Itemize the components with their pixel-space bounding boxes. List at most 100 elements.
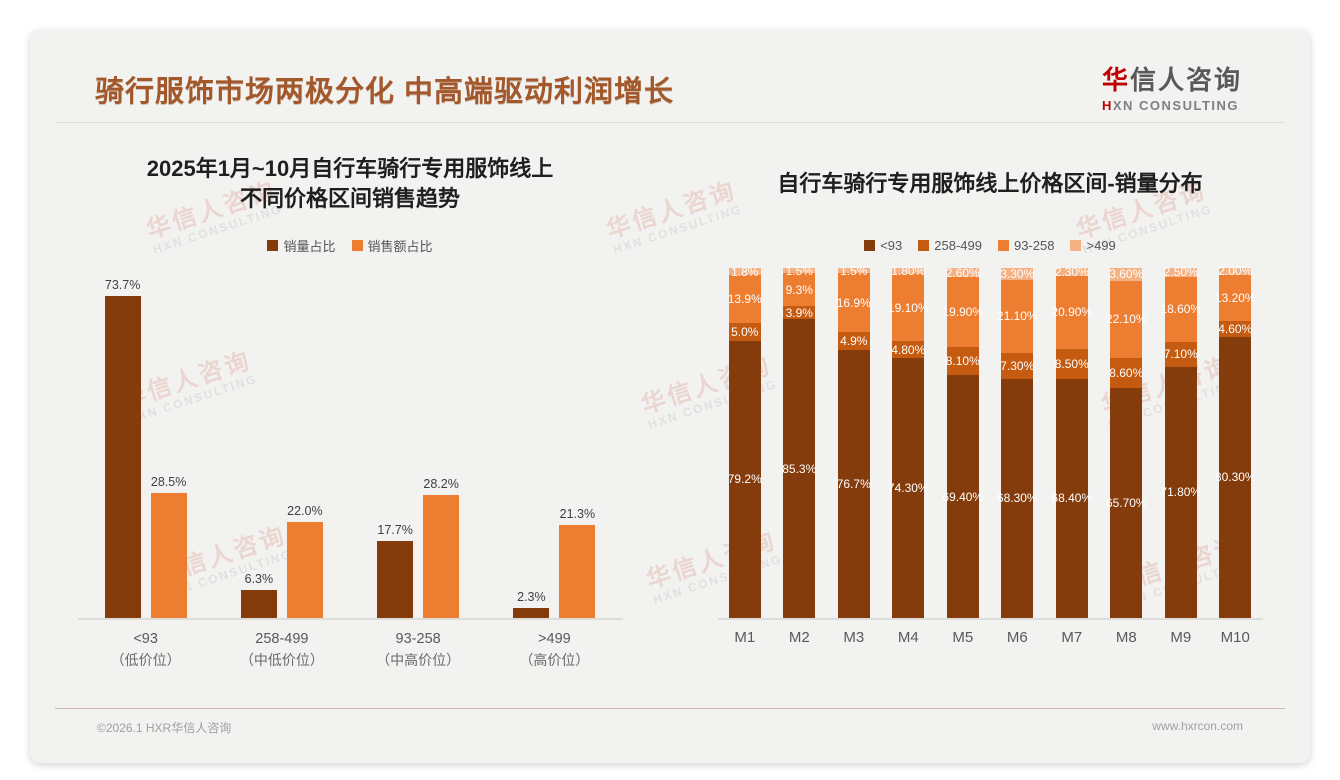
x-category-sub: （中高价位） xyxy=(376,652,461,669)
bar-rect xyxy=(286,521,323,618)
bar-rect xyxy=(559,524,596,618)
bar-value-label: 2.3% xyxy=(517,589,546,604)
bar-value-label: 28.5% xyxy=(150,475,187,490)
bar-segment: 80.30% xyxy=(1215,336,1256,618)
segment-value-label: 4.60% xyxy=(1218,321,1253,336)
bar-segment: 3.30% xyxy=(1000,266,1035,281)
segment-value-label: 71.80% xyxy=(1160,485,1202,500)
bar-segment: 65.70% xyxy=(1106,388,1147,618)
segment-value-label: 8.60% xyxy=(1109,366,1144,381)
bar-rect xyxy=(377,540,414,618)
logo-en-accent: H xyxy=(1101,98,1113,113)
segment-value-label: 7.10% xyxy=(1163,347,1198,362)
segment-value-label: 3.30% xyxy=(1000,266,1035,281)
grouped-chart-title-line1: 2025年1月~10月自行车骑行专用服饰线上 xyxy=(146,156,554,182)
bar-segment: 4.80% xyxy=(891,341,926,358)
website-url: www.hxrcon.com xyxy=(1152,719,1243,733)
x-category-label: M10 xyxy=(1220,629,1250,646)
segment-value-label: 79.2% xyxy=(727,472,762,487)
x-category-main: >499 xyxy=(538,631,571,647)
page-title: 骑行服饰市场两极分化 中高端驱动利润增长 xyxy=(95,76,675,108)
bar-segment: 7.10% xyxy=(1163,341,1198,367)
segment-value-label: 2.30% xyxy=(1054,264,1089,279)
segment-value-label: 19.10% xyxy=(887,300,929,315)
bar-segment: 19.10% xyxy=(888,274,929,342)
x-category-label: M2 xyxy=(788,629,810,646)
grouped-chart-x-axis: <93 （低价位） 258-499 （中低价位） 93-258 （中高价位） >499 （高价… xyxy=(78,629,623,670)
bar: 17.7% xyxy=(377,523,414,618)
segment-value-label: 8.50% xyxy=(1054,356,1089,371)
segment-value-label: 85.3% xyxy=(782,461,817,476)
segment-value-label: 7.30% xyxy=(1000,359,1035,374)
grouped-bar-chart: 2025年1月~10月自行车骑行专用服饰线上 不同价格区间销售趋势 销量占比 销售… xyxy=(30,138,670,670)
bar-segment: 21.10% xyxy=(997,279,1038,354)
stacked-bar: 1.5% 9.3% 3.9% 85.3% xyxy=(782,264,817,618)
segment-value-label: 9.3% xyxy=(785,282,813,297)
bar-segment: 22.10% xyxy=(1106,280,1147,358)
logo-english-name: HXN CONSULTING xyxy=(1102,98,1242,113)
segment-value-label: 1.5% xyxy=(840,263,868,278)
segment-value-label: 4.9% xyxy=(840,333,868,348)
segment-value-label: 4.80% xyxy=(891,342,926,357)
bar-segment: 18.60% xyxy=(1160,276,1201,342)
x-category-label: 93-258 （中高价位） xyxy=(350,629,486,670)
segment-value-label: 74.30% xyxy=(887,480,929,495)
legend-label: 258-499 xyxy=(934,237,982,253)
legend-item: >499 xyxy=(1070,236,1116,254)
segment-value-label: 3.9% xyxy=(785,305,813,320)
segment-value-label: 2.60% xyxy=(945,265,980,280)
segment-value-label: 13.20% xyxy=(1214,290,1256,305)
segment-value-label: 18.60% xyxy=(1160,302,1202,317)
bar-value-label: 73.7% xyxy=(104,277,141,292)
bar-segment: 2.00% xyxy=(1218,264,1252,278)
bar-segment: 2.60% xyxy=(945,265,980,280)
bar-rect xyxy=(423,494,460,618)
x-category-label: M4 xyxy=(897,629,919,646)
bar-segment: 13.9% xyxy=(727,274,762,324)
logo-cn-rest: 信人咨询 xyxy=(1129,65,1242,95)
bar: 22.0% xyxy=(286,503,323,618)
segment-value-label: 65.70% xyxy=(1105,496,1147,511)
stacked-bar: 1.80% 19.10% 4.80% 74.30% xyxy=(888,264,929,618)
copyright-text: ©2026.1 HXR华信人咨询 xyxy=(97,721,232,735)
x-category-label: M6 xyxy=(1006,629,1028,646)
legend-swatch xyxy=(267,239,279,251)
x-category-label: M9 xyxy=(1170,629,1192,646)
bar: 6.3% xyxy=(240,572,277,618)
bar: 28.2% xyxy=(423,477,460,618)
legend-item: 93-258 xyxy=(998,236,1054,254)
stacked-bar: 1.5% 16.9% 4.9% 76.7% xyxy=(836,264,871,618)
bar-segment: 1.5% xyxy=(837,264,870,278)
bar-segment: 7.30% xyxy=(1000,353,1035,379)
legend-swatch xyxy=(918,239,930,251)
legend-swatch xyxy=(351,239,363,251)
legend-item: <93 xyxy=(864,236,902,254)
legend-label: 销量占比 xyxy=(283,238,336,254)
bar-value-label: 6.3% xyxy=(244,572,274,587)
bar-segment: 79.2% xyxy=(727,340,762,618)
x-category-label: >499 （高价位） xyxy=(486,629,622,670)
segment-value-label: 68.30% xyxy=(996,491,1038,506)
segment-value-label: 16.9% xyxy=(836,295,871,310)
bar-segment: 20.90% xyxy=(1051,275,1092,349)
bar-value-label: 21.3% xyxy=(559,506,596,521)
x-category-main: 258-499 xyxy=(255,631,309,647)
stacked-bar: 2.30% 20.90% 8.50% 68.40% xyxy=(1051,264,1092,618)
bar-segment: 4.60% xyxy=(1218,320,1253,337)
grouped-chart-plot: 73.7% 28.5% 6.3% 22.0% 17.7% 28.2% 2.3% 21.3% xyxy=(77,270,623,620)
bar-rect xyxy=(104,295,141,618)
bar-value-label: 22.0% xyxy=(287,503,323,518)
bar-segment: 74.30% xyxy=(888,357,929,618)
bar: 2.3% xyxy=(513,589,550,618)
segment-value-label: 13.9% xyxy=(727,291,762,306)
bar-rect xyxy=(513,607,550,618)
legend-item: 258-499 xyxy=(918,236,982,254)
grouped-chart-legend: 销量占比 销售额占比 xyxy=(267,236,433,254)
segment-value-label: 5.0% xyxy=(731,325,759,340)
segment-value-label: 76.7% xyxy=(836,476,871,491)
bar-segment: 2.50% xyxy=(1164,265,1198,279)
logo-cn-accent: 华 xyxy=(1101,65,1130,95)
x-category-sub: （高价位） xyxy=(519,652,590,669)
bar-rect xyxy=(240,590,277,618)
segment-value-label: 2.00% xyxy=(1218,264,1253,279)
